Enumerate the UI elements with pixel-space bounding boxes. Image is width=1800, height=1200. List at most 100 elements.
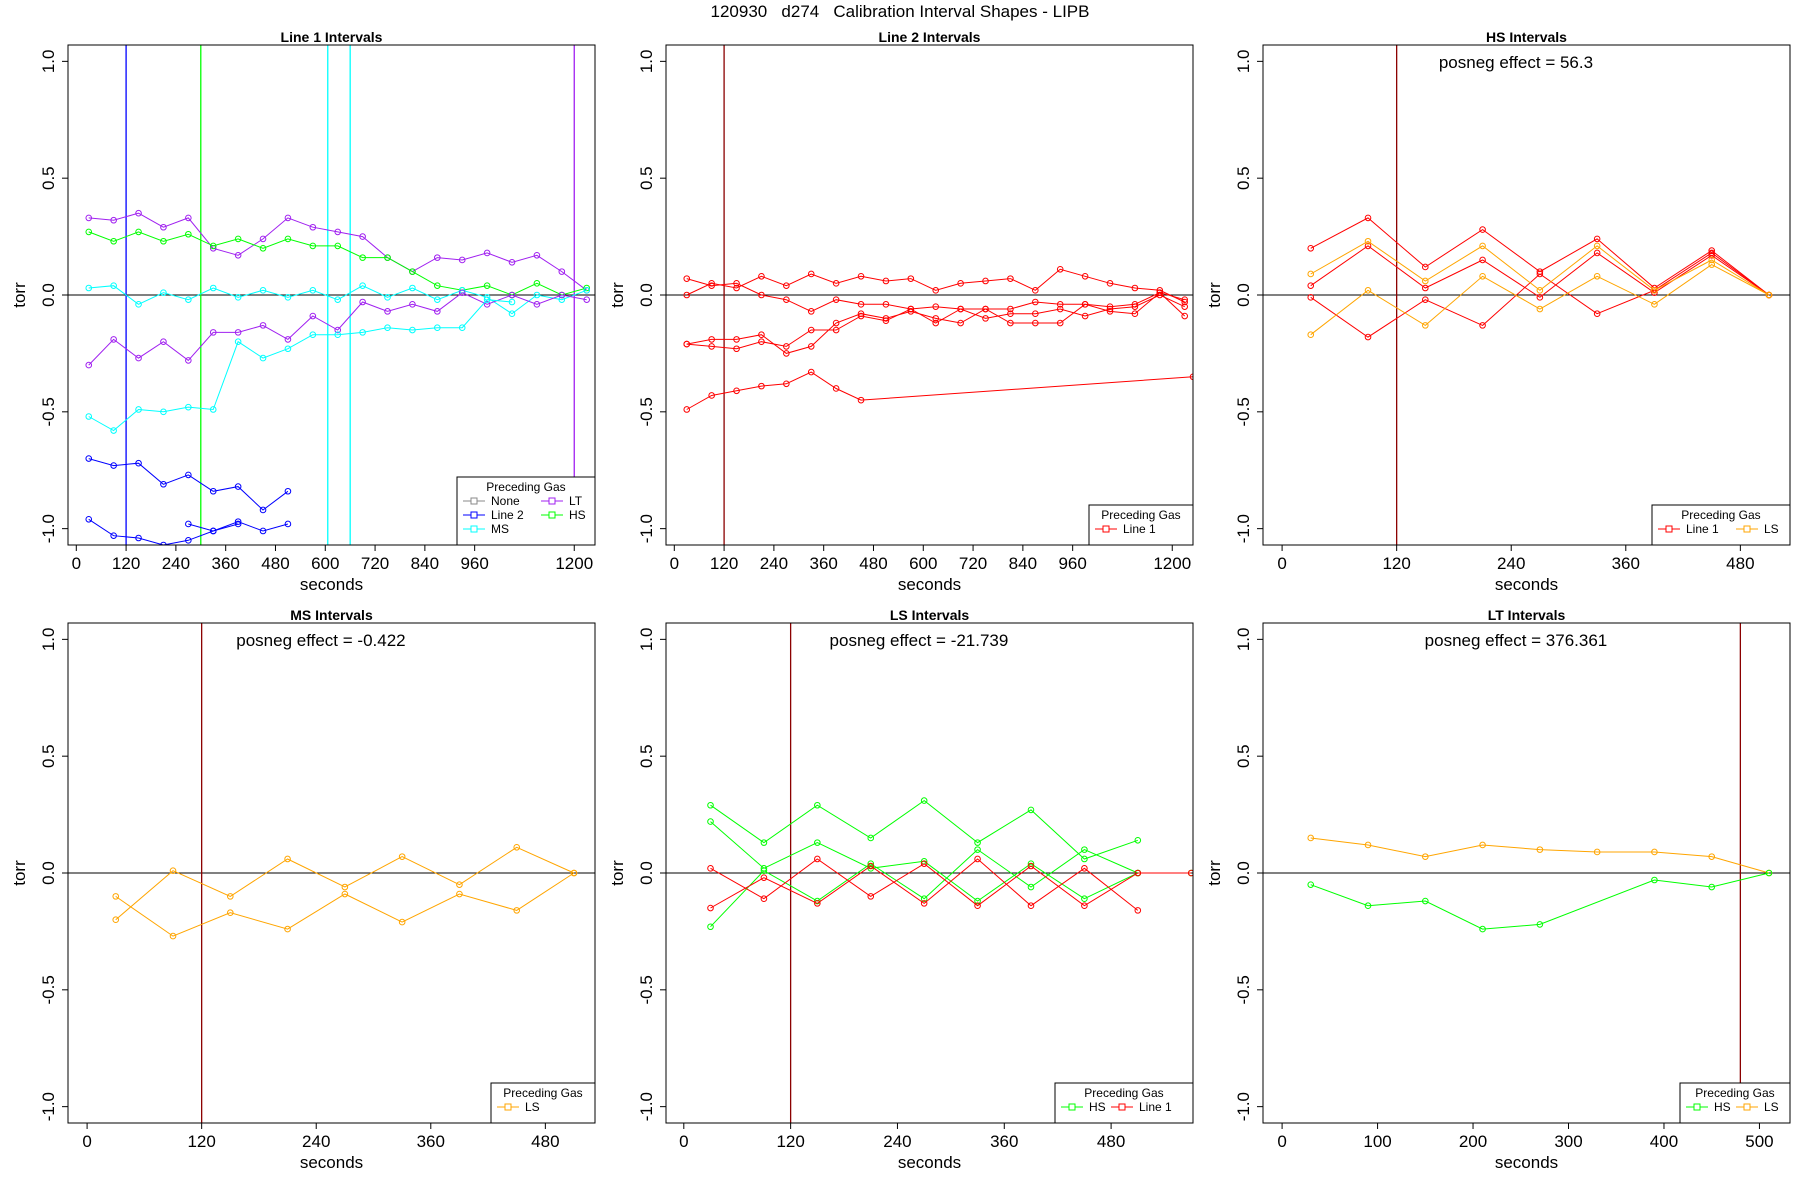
data-point bbox=[920, 895, 928, 903]
data-point bbox=[1422, 296, 1429, 303]
data-point bbox=[1307, 294, 1315, 301]
series-line bbox=[1310, 217, 1770, 296]
legend-box bbox=[490, 1082, 596, 1124]
data-point bbox=[932, 319, 940, 327]
data-point bbox=[234, 338, 242, 346]
data-point bbox=[284, 487, 292, 495]
x-tick-label: 600 bbox=[311, 554, 339, 573]
data-point bbox=[707, 801, 714, 809]
data-point bbox=[1536, 846, 1544, 853]
data-point bbox=[1765, 291, 1773, 299]
data-point bbox=[783, 380, 790, 388]
data-point bbox=[1307, 331, 1315, 339]
plot-title: LS Intervals bbox=[890, 607, 970, 623]
data-point bbox=[857, 301, 865, 308]
series-line bbox=[710, 799, 1138, 860]
y-tick-label: 1.0 bbox=[1234, 50, 1253, 74]
data-point bbox=[209, 487, 217, 495]
data-point bbox=[807, 343, 815, 350]
plot-panel-2: Line 2 Intervals 0 120 240 360 480 600 720 840 96… bbox=[608, 29, 1194, 594]
data-point bbox=[1422, 277, 1429, 285]
legend-entry-label: Line 1 bbox=[1686, 522, 1719, 536]
data-point bbox=[409, 301, 416, 308]
data-point bbox=[1364, 214, 1372, 222]
x-tick-label: 240 bbox=[162, 554, 190, 573]
series-line bbox=[1310, 252, 1770, 338]
data-point bbox=[185, 471, 192, 479]
legend-swatch-marker bbox=[548, 511, 556, 519]
y-tick-label: -1.0 bbox=[637, 1092, 656, 1121]
legend-swatch-marker bbox=[548, 497, 556, 505]
legend-box bbox=[1679, 1082, 1791, 1124]
data-point bbox=[334, 331, 342, 339]
data-point bbox=[1134, 907, 1142, 914]
data-point bbox=[1007, 275, 1014, 282]
data-point bbox=[583, 287, 591, 294]
data-point bbox=[1027, 902, 1035, 910]
data-point bbox=[1651, 876, 1658, 884]
series-line bbox=[686, 292, 1186, 354]
y-tick-label: 0.5 bbox=[39, 166, 58, 190]
x-tick-label: 360 bbox=[417, 1132, 445, 1151]
legend-title: Preceding Gas bbox=[1695, 1086, 1774, 1100]
data-point bbox=[957, 319, 964, 327]
series-line bbox=[710, 848, 1139, 928]
data-point bbox=[259, 322, 267, 329]
posneg-annotation: posneg effect = 56.3 bbox=[1439, 53, 1593, 72]
data-point bbox=[110, 336, 117, 343]
legend-title: Preceding Gas bbox=[486, 480, 565, 494]
y-tick-label: 0.5 bbox=[1234, 166, 1253, 190]
legend-entry-label: MS bbox=[491, 522, 509, 536]
data-point bbox=[85, 214, 93, 222]
plot-panel-6: LT Intervals 0 100 200 300 400 500 seconds -1.0 -… bbox=[1205, 607, 1791, 1172]
plot-title: LT Intervals bbox=[1488, 607, 1566, 623]
data-point bbox=[508, 298, 516, 306]
y-tick-label: 0.0 bbox=[1234, 283, 1253, 307]
data-point bbox=[1307, 881, 1315, 888]
legend-swatch-marker bbox=[504, 1103, 512, 1111]
data-point bbox=[1307, 244, 1315, 252]
data-point bbox=[907, 308, 915, 315]
data-point bbox=[1593, 242, 1601, 250]
data-point bbox=[227, 909, 234, 917]
data-point bbox=[1364, 242, 1372, 250]
data-point bbox=[284, 520, 292, 528]
data-point bbox=[1593, 235, 1601, 243]
series-line bbox=[88, 458, 289, 511]
data-point bbox=[434, 254, 441, 261]
data-point bbox=[234, 251, 242, 259]
data-point bbox=[1479, 322, 1486, 329]
y-tick-label: 1.0 bbox=[637, 50, 656, 74]
data-point bbox=[160, 541, 167, 545]
x-tick-label: 720 bbox=[361, 554, 389, 573]
y-axis-label: torr bbox=[608, 282, 627, 308]
x-axis-label: seconds bbox=[1495, 575, 1558, 594]
data-point bbox=[409, 268, 416, 275]
x-tick-label: 960 bbox=[1058, 554, 1086, 573]
data-point bbox=[384, 308, 391, 315]
x-tick-label: 400 bbox=[1650, 1132, 1678, 1151]
legend-title: Preceding Gas bbox=[503, 1086, 582, 1100]
data-point bbox=[807, 326, 815, 334]
data-point bbox=[1593, 249, 1601, 257]
data-point bbox=[733, 280, 740, 287]
data-point bbox=[110, 216, 117, 224]
data-point bbox=[259, 506, 267, 514]
y-tick-label: -0.5 bbox=[39, 397, 58, 426]
legend-box bbox=[1088, 504, 1194, 546]
legend-swatch-marker bbox=[1118, 1103, 1126, 1111]
data-point bbox=[384, 254, 391, 261]
data-point bbox=[1422, 263, 1429, 271]
data-point bbox=[1593, 310, 1601, 317]
data-point bbox=[112, 893, 120, 900]
data-point bbox=[1081, 895, 1088, 903]
legend-box bbox=[456, 476, 596, 546]
data-point bbox=[185, 403, 192, 411]
legend-box bbox=[1054, 1082, 1194, 1124]
legend-entry-label: Line 2 bbox=[491, 508, 524, 522]
data-point bbox=[814, 855, 821, 863]
data-point bbox=[758, 331, 765, 339]
data-point bbox=[185, 296, 192, 303]
